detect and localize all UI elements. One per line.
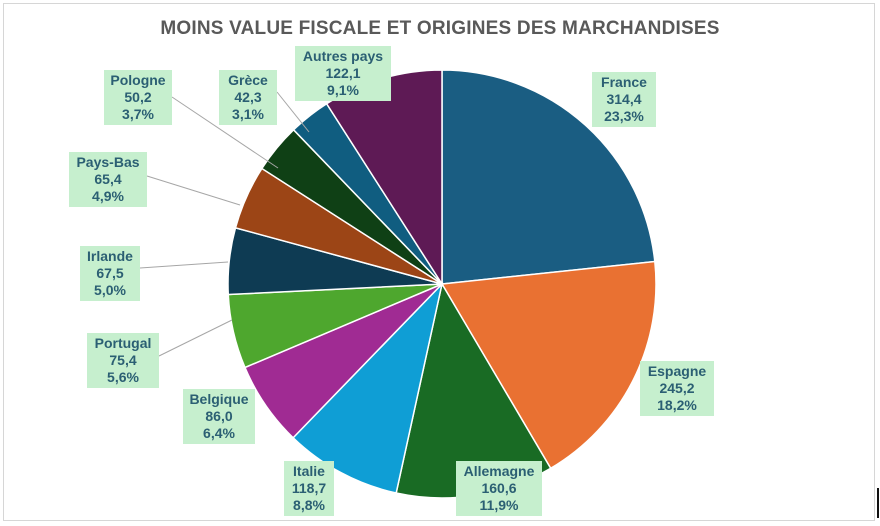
data-label: Pologne 50,2 3,7% — [104, 70, 172, 125]
pie-slice-espagne — [440, 260, 657, 470]
data-label: Allemagne 160,6 11,9% — [456, 461, 542, 516]
data-label-value: 67,5 — [96, 265, 124, 281]
data-label: France 314,4 23,3% — [592, 72, 656, 127]
data-label-name: Pays-Bas — [76, 154, 140, 170]
data-label-name: Espagne — [647, 363, 707, 379]
data-label-value: 118,7 — [291, 480, 327, 496]
data-label: Pays-Bas 65,4 4,9% — [69, 152, 147, 207]
data-label-percent: 11,9% — [479, 497, 519, 513]
leader-line — [139, 261, 229, 269]
data-label-value: 314,4 — [606, 91, 642, 107]
data-label-percent: 5,6% — [107, 369, 139, 385]
data-label-percent: 3,7% — [122, 106, 154, 122]
data-label-percent: 18,2% — [657, 397, 697, 413]
data-label-percent: 5,0% — [94, 282, 126, 298]
data-label-percent: 23,3% — [604, 108, 644, 124]
data-label-value: 50,2 — [124, 89, 152, 105]
data-label: Irlande 67,5 5,0% — [80, 246, 140, 301]
data-label-value: 160,6 — [481, 480, 517, 496]
pie-slice-france — [441, 69, 656, 285]
data-label-value: 86,0 — [205, 408, 233, 424]
data-label-value: 65,4 — [94, 171, 122, 187]
data-label-name: Irlande — [87, 248, 133, 264]
data-label-name: Pologne — [110, 72, 166, 88]
data-label-percent: 4,9% — [92, 188, 124, 204]
data-label: Autres pays 122,1 9,1% — [295, 46, 391, 101]
data-label-percent: 3,1% — [232, 106, 264, 122]
data-label: Belgique 86,0 6,4% — [183, 389, 255, 444]
data-label-name: Belgique — [189, 391, 249, 407]
data-label-value: 75,4 — [109, 352, 137, 368]
leader-line — [158, 319, 233, 357]
leader-line — [171, 96, 279, 169]
data-label: Espagne 245,2 18,2% — [640, 361, 714, 416]
data-label-name: Grèce — [228, 72, 268, 88]
edge-mark — [877, 488, 879, 518]
data-label-name: Autres pays — [302, 48, 384, 64]
data-label-value: 245,2 — [659, 380, 695, 396]
data-label: Italie 118,7 8,8% — [284, 461, 334, 516]
data-label-name: Portugal — [94, 335, 152, 351]
data-label-percent: 6,4% — [203, 425, 235, 441]
data-label-name: Italie — [293, 463, 325, 479]
data-label-value: 122,1 — [325, 65, 361, 81]
data-label: Portugal 75,4 5,6% — [87, 333, 159, 388]
data-label-name: France — [601, 74, 647, 90]
leader-line — [276, 91, 310, 133]
pie-slice-italie — [292, 281, 444, 494]
data-label-percent: 9,1% — [327, 82, 359, 98]
data-label: Grèce 42,3 3,1% — [219, 70, 277, 125]
leader-line — [146, 175, 241, 206]
data-label-percent: 8,8% — [293, 497, 325, 513]
data-label-name: Allemagne — [463, 463, 535, 479]
chart-title: MOINS VALUE FISCALE ET ORIGINES DES MARC… — [160, 18, 720, 39]
data-label-value: 42,3 — [234, 89, 262, 105]
